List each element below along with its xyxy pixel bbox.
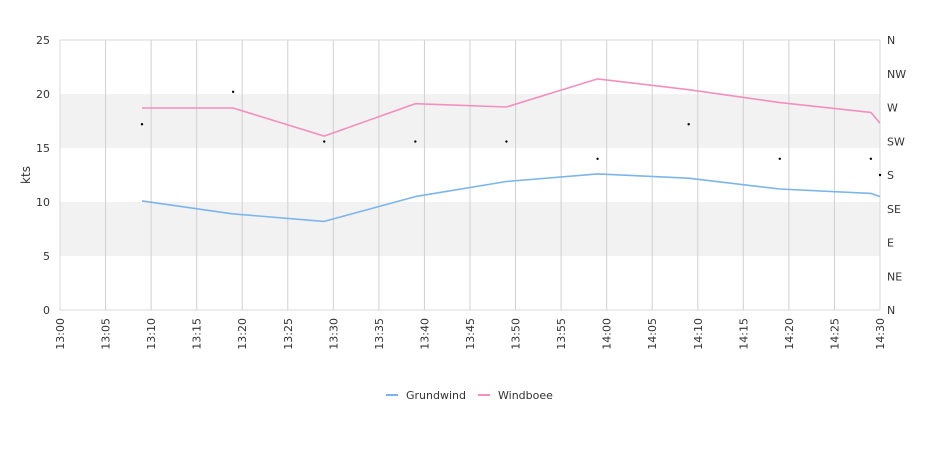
y-tick-label: 15	[36, 142, 50, 155]
direction-marker	[596, 157, 599, 160]
direction-marker	[687, 123, 690, 126]
direction-marker	[878, 173, 882, 177]
x-tick-label: 14:10	[692, 318, 705, 350]
x-tick-label: 13:00	[54, 318, 67, 350]
direction-marker	[505, 140, 508, 143]
direction-tick-label: S	[887, 169, 894, 182]
x-tick-label: 13:20	[236, 318, 249, 350]
x-tick-label: 13:40	[418, 318, 431, 350]
y-tick-label: 0	[43, 304, 50, 317]
x-tick-label: 14:00	[601, 318, 614, 350]
x-tick-label: 14:20	[783, 318, 796, 350]
x-tick-label: 14:05	[646, 318, 659, 350]
direction-tick-label: SE	[887, 203, 901, 216]
x-tick-label: 13:25	[282, 318, 295, 350]
direction-marker	[778, 157, 781, 160]
direction-tick-label: NE	[887, 270, 902, 283]
direction-marker	[323, 140, 326, 143]
vertical-gridlines	[59, 40, 881, 310]
direction-tick-label: W	[887, 102, 898, 115]
y-axis-label: kts	[19, 166, 33, 184]
series-lines	[141, 78, 881, 223]
direction-tick-label: SW	[887, 135, 905, 148]
direction-tick-label: NW	[887, 68, 906, 81]
x-tick-label: 13:35	[373, 318, 386, 350]
y-tick-label: 25	[36, 34, 50, 47]
direction-tick-label: N	[887, 304, 895, 317]
x-tick-label: 13:45	[464, 318, 477, 350]
x-tick-label: 13:30	[327, 318, 340, 350]
y-tick-label: 20	[36, 88, 50, 101]
direction-markers	[140, 90, 882, 177]
x-tick-label: 14:25	[828, 318, 841, 350]
y-tick-label: 5	[43, 250, 50, 263]
legend: Grundwind Windboee	[386, 389, 553, 402]
x-tick-label: 14:15	[737, 318, 750, 350]
direction-marker	[869, 157, 873, 160]
x-axis: 13:00 13:05 13:10 13:15 13:20 13:25 13:30 13:35…	[54, 318, 887, 350]
legend-label: Grundwind	[406, 389, 466, 402]
series-line-grundwind	[141, 173, 881, 223]
series-line-windboee	[142, 78, 881, 137]
x-tick-label: 13:10	[145, 318, 158, 350]
x-tick-label: 13:15	[191, 318, 204, 350]
x-tick-label: 14:30	[874, 318, 887, 350]
direction-marker	[231, 90, 235, 94]
legend-label: Windboee	[498, 389, 553, 402]
y-tick-label: 10	[36, 196, 50, 209]
left-y-axis: 0 5 10 15 20 25	[36, 34, 50, 317]
direction-tick-label: E	[887, 237, 894, 250]
direction-marker	[140, 123, 144, 126]
x-tick-label: 13:55	[555, 318, 568, 350]
x-tick-label: 13:50	[510, 318, 523, 350]
right-direction-axis: N NW W SW S SE E NE N	[887, 34, 906, 317]
direction-tick-label: N	[887, 34, 895, 47]
x-tick-label: 13:05	[100, 318, 113, 350]
direction-marker	[414, 140, 417, 143]
